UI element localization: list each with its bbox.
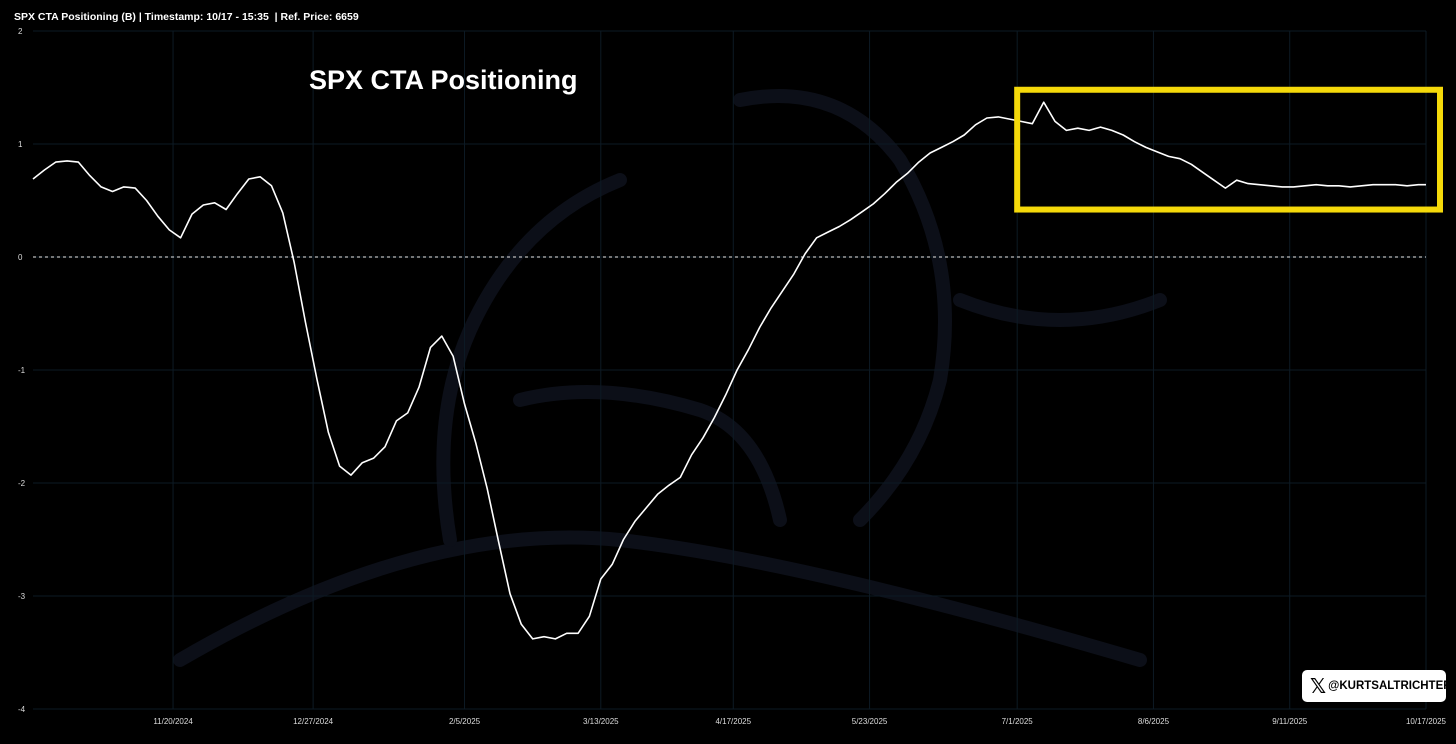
bull-watermark xyxy=(173,89,1167,667)
x-logo-icon: 𝕏 xyxy=(1310,674,1327,698)
x-tick-label: 2/5/2025 xyxy=(449,717,481,726)
cta-positioning-line xyxy=(32,101,1426,640)
highlight-box xyxy=(1014,86,1443,213)
y-axis: 2 1 0 -1 -2 -3 -4 xyxy=(18,27,26,714)
x-tick-label: 4/17/2025 xyxy=(715,717,751,726)
y-tick-label: -2 xyxy=(18,479,26,488)
y-tick-label: 2 xyxy=(18,27,23,36)
x-tick-label: 3/13/2025 xyxy=(583,717,619,726)
x-tick-label: 10/17/2025 xyxy=(1406,717,1447,726)
twitter-handle-badge[interactable]: 𝕏 @KURTSALTRICHTER xyxy=(1302,670,1452,702)
x-tick-label: 9/11/2025 xyxy=(1272,717,1308,726)
x-tick-label: 7/1/2025 xyxy=(1002,717,1034,726)
x-tick-label: 8/6/2025 xyxy=(1138,717,1170,726)
grid-lines xyxy=(33,30,1427,710)
handle-text: @KURTSALTRICHTER xyxy=(1328,680,1452,692)
header-text: SPX CTA Positioning (B) | Timestamp: 10/… xyxy=(14,11,359,23)
x-axis: 11/20/2024 12/27/2024 2/5/2025 3/13/2025 4/1… xyxy=(153,717,1446,726)
y-tick-label: -1 xyxy=(18,366,26,375)
y-tick-label: -4 xyxy=(18,705,26,714)
chart-title: SPX CTA Positioning xyxy=(309,65,578,95)
y-tick-label: 0 xyxy=(18,253,23,262)
y-tick-label: 1 xyxy=(18,140,23,149)
y-tick-label: -3 xyxy=(18,592,26,601)
x-tick-label: 5/23/2025 xyxy=(852,717,888,726)
x-tick-label: 11/20/2024 xyxy=(153,717,193,726)
x-tick-label: 12/27/2024 xyxy=(293,717,334,726)
